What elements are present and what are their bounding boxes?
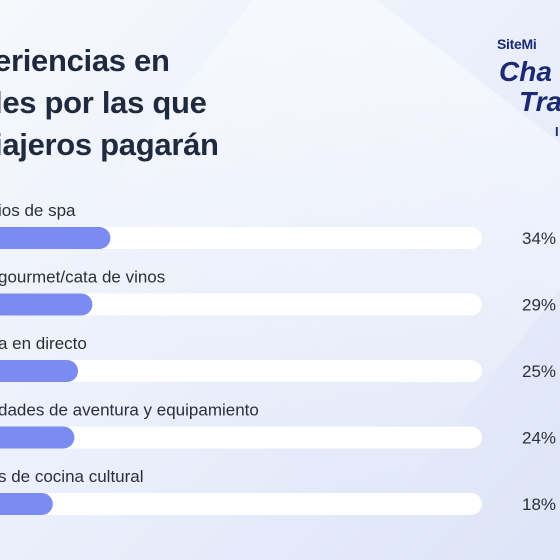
bar bbox=[0, 360, 78, 382]
bar-chart: ios de spa 34% gourmet/cata de vinos 29% a … bbox=[0, 201, 556, 515]
value-label: 29% bbox=[522, 296, 556, 315]
logo-line-1: Cha bbox=[499, 56, 552, 87]
value-label: 34% bbox=[522, 229, 556, 248]
category-label: gourmet/cata de vinos bbox=[0, 268, 165, 287]
chart-title: eriencias en les por las que iajeros pag… bbox=[0, 40, 294, 166]
bar bbox=[0, 493, 53, 515]
brand-logo: SiteMi Cha Tra I bbox=[497, 36, 560, 139]
category-label: s de cocina cultural bbox=[0, 467, 144, 486]
bar bbox=[0, 426, 75, 449]
value-label: 18% bbox=[522, 495, 556, 514]
title-line-1: eriencias en bbox=[0, 43, 170, 78]
logo-brand-text: SiteMi bbox=[497, 36, 537, 52]
bar-track bbox=[0, 426, 482, 449]
logo-line-3: I bbox=[555, 124, 559, 139]
value-label: 25% bbox=[522, 362, 556, 381]
title-line-2: les por las que bbox=[0, 85, 207, 120]
category-label: dades de aventura y equipamiento bbox=[0, 401, 259, 420]
category-label: a en directo bbox=[0, 334, 87, 353]
logo-line-2: Tra bbox=[519, 86, 560, 117]
title-line-3: iajeros pagarán bbox=[0, 127, 219, 162]
bar-track bbox=[0, 293, 482, 316]
category-label: ios de spa bbox=[0, 201, 76, 220]
bar-track bbox=[0, 227, 482, 249]
bar bbox=[0, 293, 93, 316]
bar bbox=[0, 227, 111, 249]
value-label: 24% bbox=[522, 429, 556, 448]
bar-track bbox=[0, 360, 482, 382]
bar-track bbox=[0, 493, 482, 515]
